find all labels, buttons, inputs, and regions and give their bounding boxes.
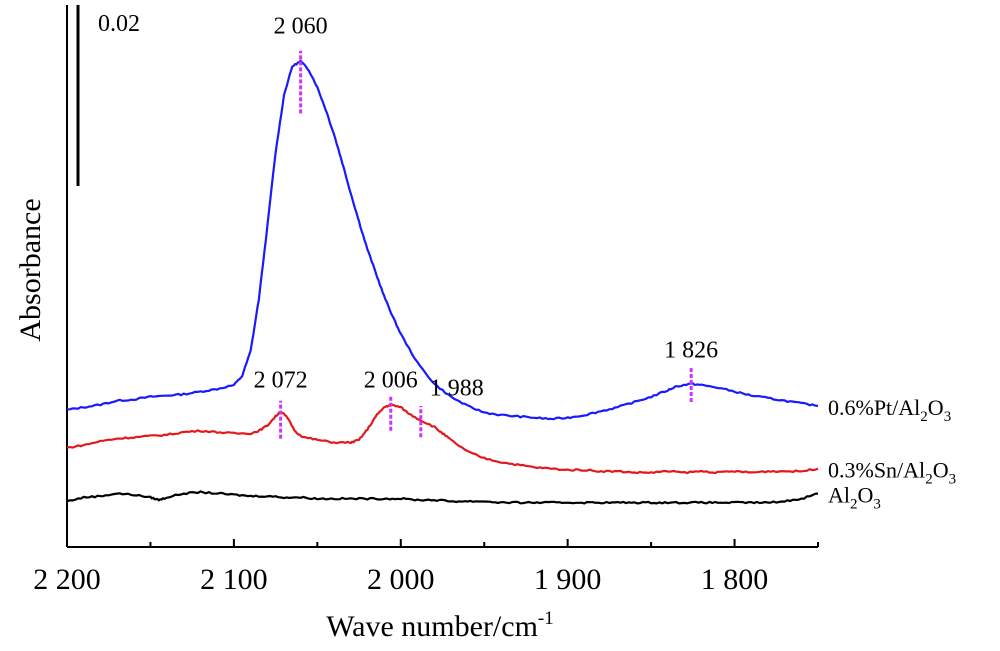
- series-label-text: 0.6%Pt/Al: [828, 395, 920, 420]
- peak-label-2072: 2 072: [254, 368, 308, 394]
- series-label-text: Al: [828, 482, 850, 507]
- y-axis-label: Absorbance: [14, 198, 47, 341]
- series-label-sub: 3: [944, 409, 952, 425]
- series-label-text: 0.3%Sn/Al: [828, 458, 925, 483]
- peak-label-2060: 2 060: [274, 14, 328, 40]
- axes: 2 200 2 100 2 000 1 900 1 800: [33, 5, 819, 596]
- x-tick-label-1900: 1 900: [534, 563, 602, 596]
- series-label-sub: 2: [925, 472, 933, 488]
- x-tick-label-1800: 1 800: [701, 563, 769, 596]
- peak-label-1988: 1 988: [430, 376, 484, 402]
- series-line-2: [66, 490, 819, 505]
- series-line-0: [66, 59, 819, 421]
- peak-annotations: 2 060 1 826 2 072 2 006 1 988: [254, 14, 718, 439]
- series-label-sub: 2: [850, 496, 858, 512]
- series-label-2: Al2O3: [828, 482, 881, 512]
- peak-label-2006: 2 006: [364, 368, 418, 394]
- series-layer: [66, 59, 819, 505]
- series-label-sub: 2: [920, 409, 928, 425]
- peak-label-1826: 1 826: [664, 338, 718, 364]
- series-label-text: O: [858, 482, 874, 507]
- scale-bar-label: 0.02: [98, 11, 140, 37]
- x-tick-label-2100: 2 100: [200, 563, 268, 596]
- x-axis-label-superscript: -1: [538, 608, 554, 629]
- x-axis-label-main: Wave number/cm: [326, 610, 538, 643]
- x-tick-label-2000: 2 000: [367, 563, 435, 596]
- series-label-sub: 3: [873, 496, 881, 512]
- scale-bar: 0.02: [76, 5, 140, 186]
- series-label-0: 0.6%Pt/Al2O3: [828, 395, 951, 425]
- x-tick-label-2200: 2 200: [33, 563, 101, 596]
- series-label-1: 0.3%Sn/Al2O3: [828, 458, 956, 488]
- series-label-text: O: [933, 458, 949, 483]
- series-label-sub: 3: [949, 472, 957, 488]
- series-line-1: [66, 403, 819, 475]
- x-axis-label: Wave number/cm-1: [326, 608, 554, 643]
- series-label-text: O: [928, 395, 944, 420]
